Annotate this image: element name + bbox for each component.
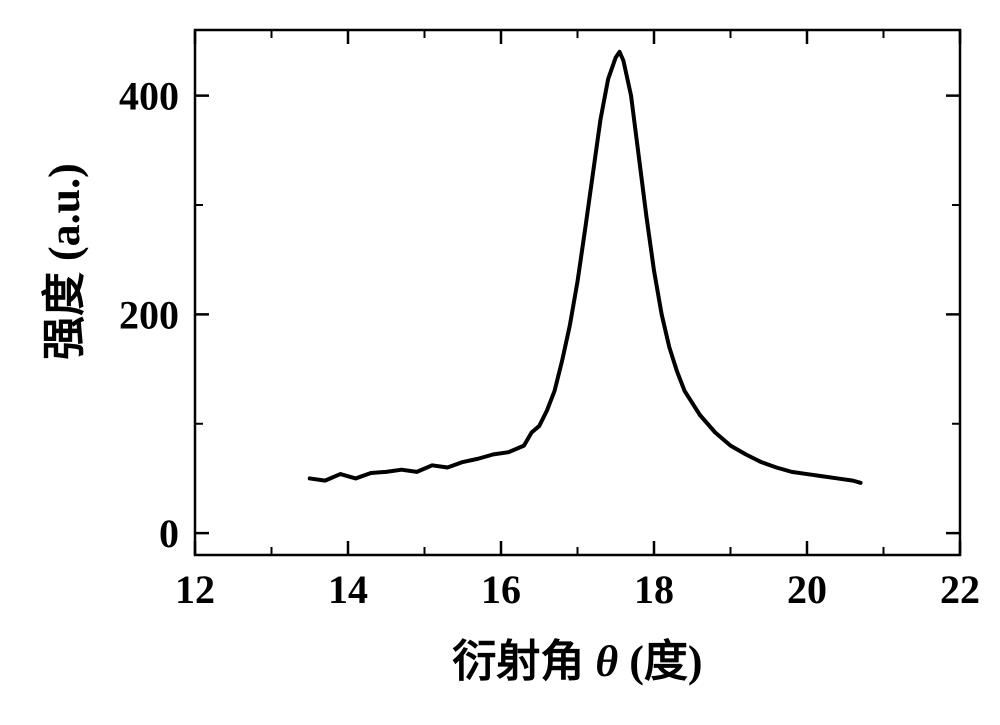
chart-svg: 12 14 16 18 20 22 0 200 400 (0, 0, 1000, 725)
xrd-series-line (310, 52, 861, 483)
xrd-chart: 12 14 16 18 20 22 0 200 400 强度 (a.u.) 衍射角 θ (度) (0, 0, 1000, 725)
x-axis-label-theta: θ (595, 637, 618, 686)
y-axis-label: 强度 (a.u.) (28, 240, 92, 360)
x-tick-label: 14 (328, 567, 368, 612)
x-tick-label: 22 (940, 567, 980, 612)
x-tick-label: 12 (175, 567, 215, 612)
x-axis-label-unit: (度) (618, 637, 702, 686)
x-axis-label: 衍射角 θ (度) (378, 625, 778, 689)
x-tick-label: 18 (634, 567, 674, 612)
x-tick-label: 16 (481, 567, 521, 612)
y-tick-label: 400 (119, 74, 179, 119)
y-tick-label: 200 (119, 292, 179, 337)
x-axis-label-cn: 衍射角 (452, 637, 595, 686)
y-axis-label-cn: 强度 (40, 272, 89, 360)
x-tick-label: 20 (787, 567, 827, 612)
y-tick-label: 0 (159, 511, 179, 556)
y-axis-label-unit: (a.u.) (40, 163, 89, 272)
